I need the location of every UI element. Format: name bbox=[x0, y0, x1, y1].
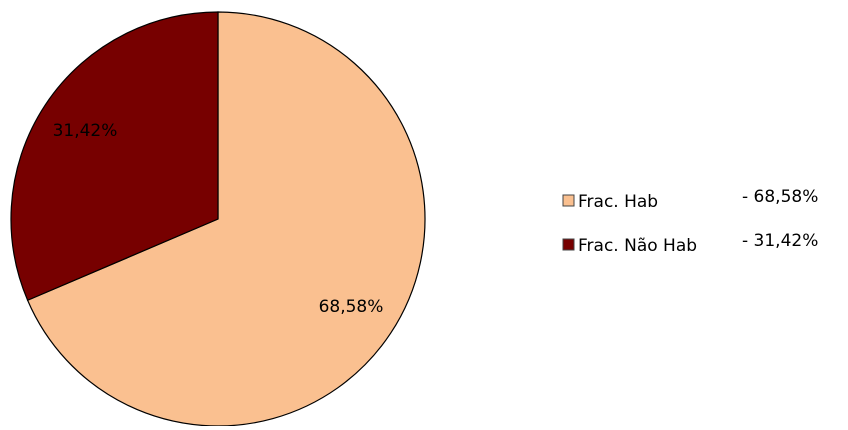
data-label: 68,58% bbox=[319, 297, 384, 317]
data-label: 31,42% bbox=[53, 121, 118, 141]
legend-value: - 31,42% bbox=[742, 231, 818, 251]
legend-label: Frac. Não Hab bbox=[578, 236, 697, 256]
legend-value: - 68,58% bbox=[742, 187, 818, 207]
legend-label: Frac. Hab bbox=[578, 192, 658, 212]
pie-slice bbox=[26, 11, 426, 427]
legend-swatch bbox=[562, 238, 575, 251]
legend-swatch bbox=[562, 194, 575, 207]
pie-slice bbox=[10, 11, 219, 302]
